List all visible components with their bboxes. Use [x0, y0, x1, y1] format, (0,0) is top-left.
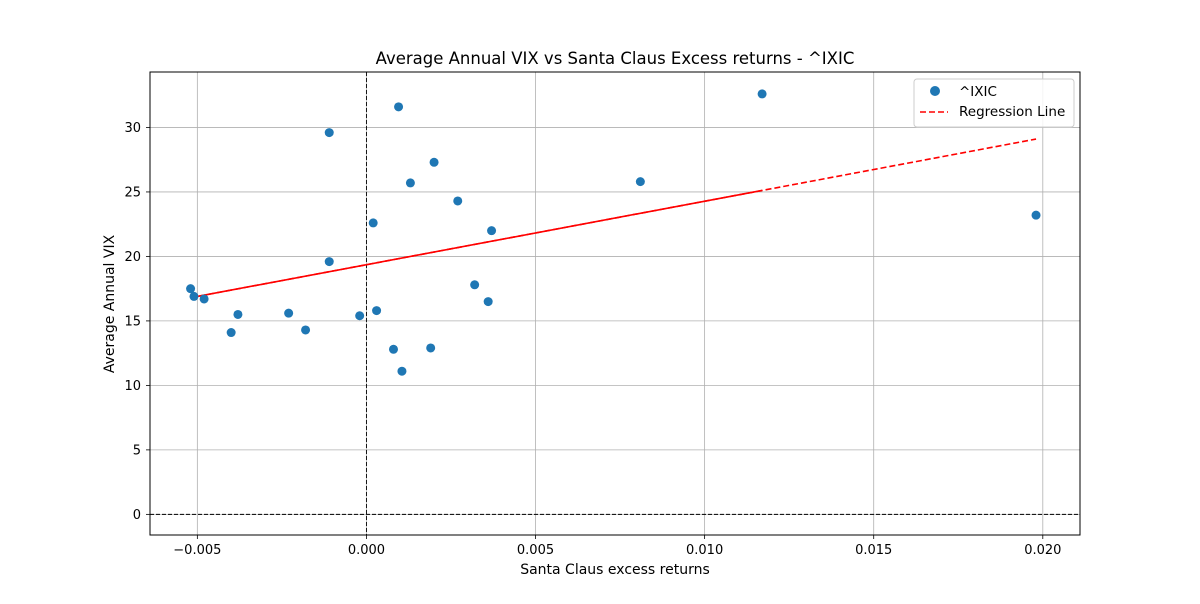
y-tick-label: 20: [124, 250, 141, 265]
regression-line-overlap: [190, 189, 763, 299]
data-point: [405, 178, 415, 188]
y-tick-label: 10: [124, 379, 141, 394]
data-point: [372, 306, 382, 316]
regression-line-layer: [190, 138, 1037, 299]
legend-label-ixic: ^IXIC: [959, 84, 997, 100]
data-point: [426, 343, 436, 353]
data-point: [757, 89, 767, 99]
reference-lines: [150, 72, 1080, 535]
y-axis-label: Average Annual VIX: [102, 234, 118, 373]
y-tick-label: 25: [124, 185, 141, 200]
data-point: [226, 328, 236, 338]
data-point: [324, 257, 334, 267]
chart-title: Average Annual VIX vs Santa Claus Excess…: [376, 49, 855, 68]
data-point: [324, 128, 334, 138]
x-tick-label: 0.020: [1024, 543, 1061, 558]
data-point: [301, 325, 311, 335]
data-point: [394, 102, 404, 112]
legend: ^IXIC Regression Line: [913, 78, 1075, 128]
data-point: [397, 366, 407, 376]
data-point: [355, 311, 365, 321]
x-axis-ticks: −0.005 0.000 0.005 0.010 0.015 0.020: [173, 535, 1061, 558]
x-tick-label: 0.000: [348, 543, 385, 558]
y-tick-label: 30: [124, 121, 141, 136]
x-tick-label: −0.005: [173, 543, 221, 558]
regression-line: [190, 138, 1037, 299]
data-point: [189, 291, 199, 301]
data-point: [470, 280, 480, 290]
x-tick-label: 0.010: [686, 543, 723, 558]
data-point: [1031, 210, 1041, 220]
data-point: [483, 297, 493, 307]
y-tick-label: 0: [133, 508, 141, 523]
data-point: [199, 294, 209, 304]
data-point: [368, 218, 378, 228]
data-point: [186, 284, 196, 294]
data-point: [487, 226, 497, 236]
data-point: [453, 196, 463, 206]
legend-box: [913, 78, 1075, 128]
plot-frame: [149, 71, 1081, 536]
legend-scatter-marker: [930, 86, 940, 96]
x-tick-label: 0.015: [855, 543, 892, 558]
y-tick-label: 5: [133, 443, 141, 458]
data-point: [635, 177, 645, 187]
legend-label-regression: Regression Line: [959, 104, 1065, 120]
data-point: [233, 309, 243, 319]
data-point: [388, 344, 398, 354]
y-axis-ticks: 0 5 10 15 20 25 30: [124, 121, 150, 523]
data-point: [284, 308, 294, 318]
data-point: [429, 157, 439, 167]
data-points: [186, 89, 1041, 376]
grid: [150, 72, 1080, 535]
y-tick-label: 15: [124, 314, 141, 329]
x-axis-label: Santa Claus excess returns: [520, 562, 710, 578]
x-tick-label: 0.005: [517, 543, 554, 558]
